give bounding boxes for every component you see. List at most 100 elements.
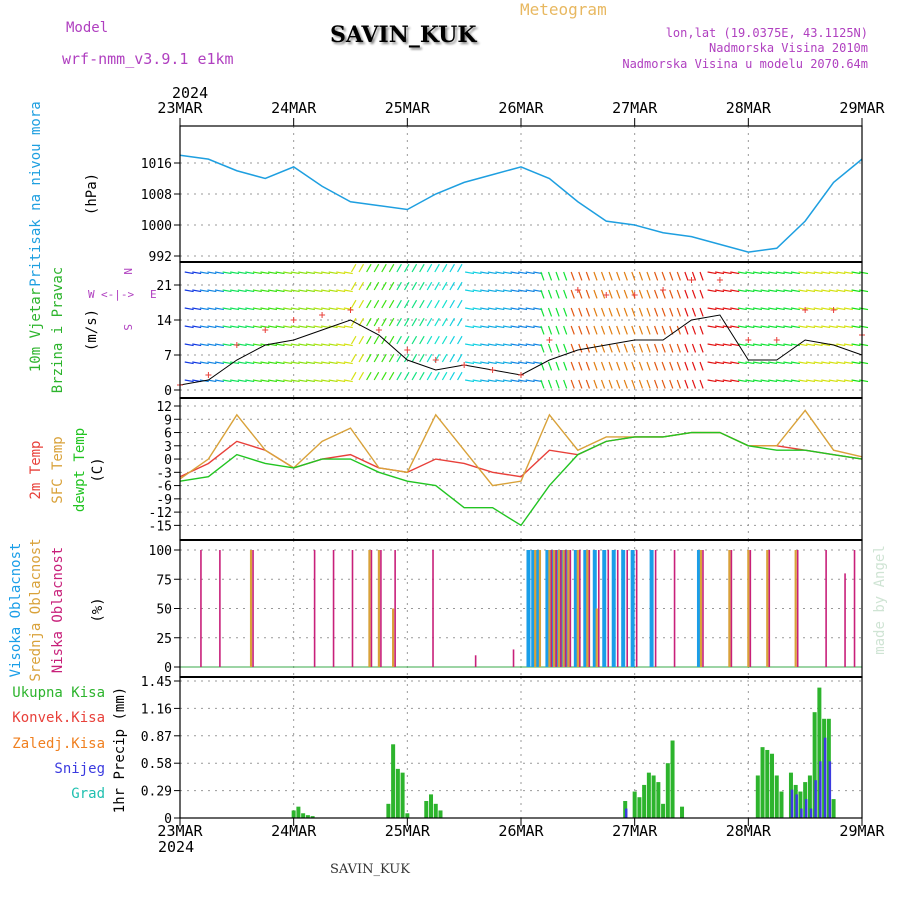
wind-arrow	[396, 335, 402, 345]
wind-arrow	[730, 361, 740, 365]
wind-arrow	[396, 353, 402, 363]
wind-arrow	[298, 271, 308, 275]
wind-arrow	[434, 263, 440, 273]
wind-arrow	[192, 325, 202, 329]
wind-arrow	[760, 361, 770, 365]
wind-arrow	[616, 343, 621, 353]
wind-arrow	[373, 317, 380, 327]
wind-arrow	[798, 271, 808, 275]
precip-total-bar	[656, 782, 661, 818]
wind-arrow	[495, 379, 505, 383]
wind-arrow	[510, 343, 520, 347]
day-tick-label-top: 28MAR	[726, 99, 772, 117]
wind-arrow	[328, 343, 338, 347]
day-tick-label-top: 26MAR	[498, 99, 544, 117]
compass-south: S	[121, 324, 134, 331]
value-tick-label: 1.16	[141, 702, 172, 717]
wind-arrow	[518, 307, 528, 311]
wind-arrow	[381, 353, 387, 363]
wind-arrow	[775, 307, 785, 311]
wind-arrow	[525, 361, 535, 365]
precip-snow-bar	[828, 761, 832, 818]
wind-arrow	[836, 307, 846, 311]
wind-arrow	[859, 343, 869, 347]
wind-arrow	[373, 281, 380, 291]
wind-arrow	[381, 371, 387, 381]
wind-arrow	[366, 335, 372, 345]
precip-total-bar	[646, 772, 651, 818]
precip-total-bar	[774, 775, 779, 818]
wind-arrow	[813, 379, 823, 383]
wind-panel-label-2: Brzina i Pravac	[50, 267, 66, 393]
wind-arrow	[661, 361, 666, 371]
precip-total-bar	[637, 797, 642, 818]
wind-arrow	[343, 379, 353, 383]
cloud-low-bar	[351, 550, 354, 667]
wind-arrow	[336, 361, 346, 365]
wind-arrow	[358, 263, 365, 273]
wind-arrow	[343, 325, 353, 329]
cloud-low-bar	[844, 573, 846, 667]
wind-arrow	[222, 271, 232, 275]
wind-arrow	[434, 371, 440, 381]
wind-arrow	[396, 371, 402, 381]
wind-arrow	[419, 263, 425, 273]
wind-arrow	[547, 343, 553, 353]
cloud-mid-bar	[392, 608, 395, 667]
value-tick-label: 1000	[141, 219, 172, 234]
sfc-temp-label: SFC Temp	[50, 436, 66, 503]
wind-arrow	[715, 325, 725, 329]
wind-arrow	[426, 317, 433, 327]
wind-arrow	[684, 361, 689, 371]
wind-arrow	[419, 335, 425, 345]
precip-total-bar	[386, 803, 391, 818]
wind-arrow	[540, 271, 545, 281]
wind-arrow	[828, 271, 838, 275]
wind-arrow	[638, 289, 644, 299]
wind-arrow	[237, 379, 247, 383]
precip-total-bar	[291, 810, 296, 818]
wind-arrow	[426, 263, 433, 273]
wind-arrow	[715, 361, 725, 365]
wind-arrow	[715, 271, 725, 275]
cloud-low-label: Niska Oblacnost	[50, 547, 66, 673]
wind-arrow	[623, 379, 628, 389]
wind-arrow	[313, 379, 323, 383]
wind-arrow	[260, 271, 270, 275]
wind-arrow	[608, 289, 613, 299]
cloud-low-bar	[588, 550, 591, 667]
wind-arrow	[207, 379, 217, 383]
precip-total-bar	[310, 816, 315, 818]
wind-gust-marker	[375, 327, 382, 333]
wind-arrow	[502, 343, 512, 347]
wind-arrow	[426, 335, 433, 345]
wind-arrow	[419, 299, 425, 309]
value-tick-label: 0	[164, 384, 172, 399]
wind-arrow	[275, 289, 285, 293]
wind-arrow	[722, 343, 732, 347]
wind-arrow	[806, 289, 816, 293]
wind-arrow	[836, 289, 846, 293]
value-tick-label: 100	[149, 544, 172, 559]
wind-arrow	[646, 379, 651, 389]
value-tick-label: -15	[149, 519, 172, 534]
wind-arrow	[328, 379, 338, 383]
wind-arrow	[336, 271, 346, 275]
cloud-low-bar	[219, 550, 221, 667]
wind-arrow	[199, 271, 209, 275]
wind-arrow	[578, 325, 583, 335]
precip-snow-bar	[809, 808, 813, 818]
wind-arrow	[441, 335, 448, 345]
wind-arrow	[699, 307, 704, 317]
wind-arrow	[555, 289, 560, 299]
wind-panel-label-1: 10m Vjetar	[28, 288, 44, 372]
wind-arrow	[707, 325, 717, 329]
wind-arrow	[260, 289, 270, 293]
wind-arrow	[411, 263, 418, 273]
wind-arrow	[525, 343, 535, 347]
precip-total-bar	[438, 810, 443, 818]
wind-arrow	[192, 343, 202, 347]
wind-arrow	[298, 361, 308, 365]
wind-arrow	[184, 361, 194, 365]
wind-arrow	[752, 361, 763, 365]
